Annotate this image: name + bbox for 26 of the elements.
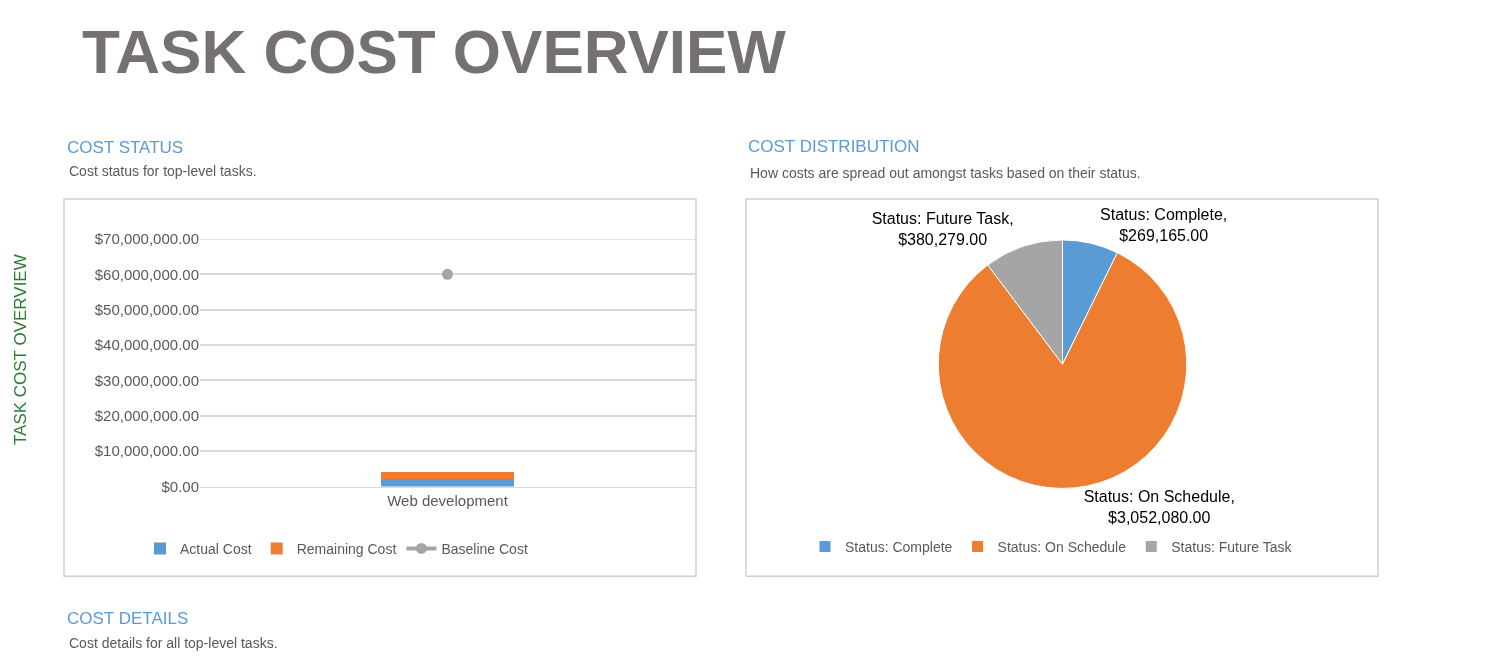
legend-label: Baseline Cost [441,540,528,557]
y-tick-label: $60,000,000.00 [94,265,199,283]
text: Cost details for all top-level tasks. [69,635,278,651]
y-tick-label: $30,000,000.00 [94,371,199,389]
chart-subtitle: Cost status for top-level tasks. [69,163,257,179]
y-tick-label: $20,000,000.00 [94,407,199,425]
chart-subtitle: How costs are spread out amongst tasks based on their status. [750,165,1141,181]
text: TASK COST OVERVIEW [10,254,30,446]
text: COST DETAILS [67,609,189,628]
y-tick-label: $70,000,000.00 [94,230,199,248]
y-tick-label: $40,000,000.00 [94,336,199,354]
y-tick-label: $0.00 [161,477,199,495]
legend-label: Actual Cost [180,540,252,557]
legend-label: Status: On Schedule [997,538,1127,555]
data-label: Status: Complete, $269,165.00 [1100,206,1228,245]
data-label: Status: On Schedule, $3,052,080.00 [1083,487,1235,526]
y-tick-label: $50,000,000.00 [94,300,199,318]
y-tick-label: $10,000,000.00 [94,442,199,460]
legend-label: Status: Future Task [1171,538,1293,555]
legend-label: Remaining Cost [296,540,397,557]
chart-title: COST STATUS [67,138,184,157]
x-tick-label: Web development [387,491,509,509]
data-label: Status: Future Task, $380,279.00 [871,210,1014,249]
legend-label: Status: Complete [845,538,953,555]
text: TASK COST OVERVIEW [82,17,787,86]
chart-title: COST DISTRIBUTION [748,137,920,156]
